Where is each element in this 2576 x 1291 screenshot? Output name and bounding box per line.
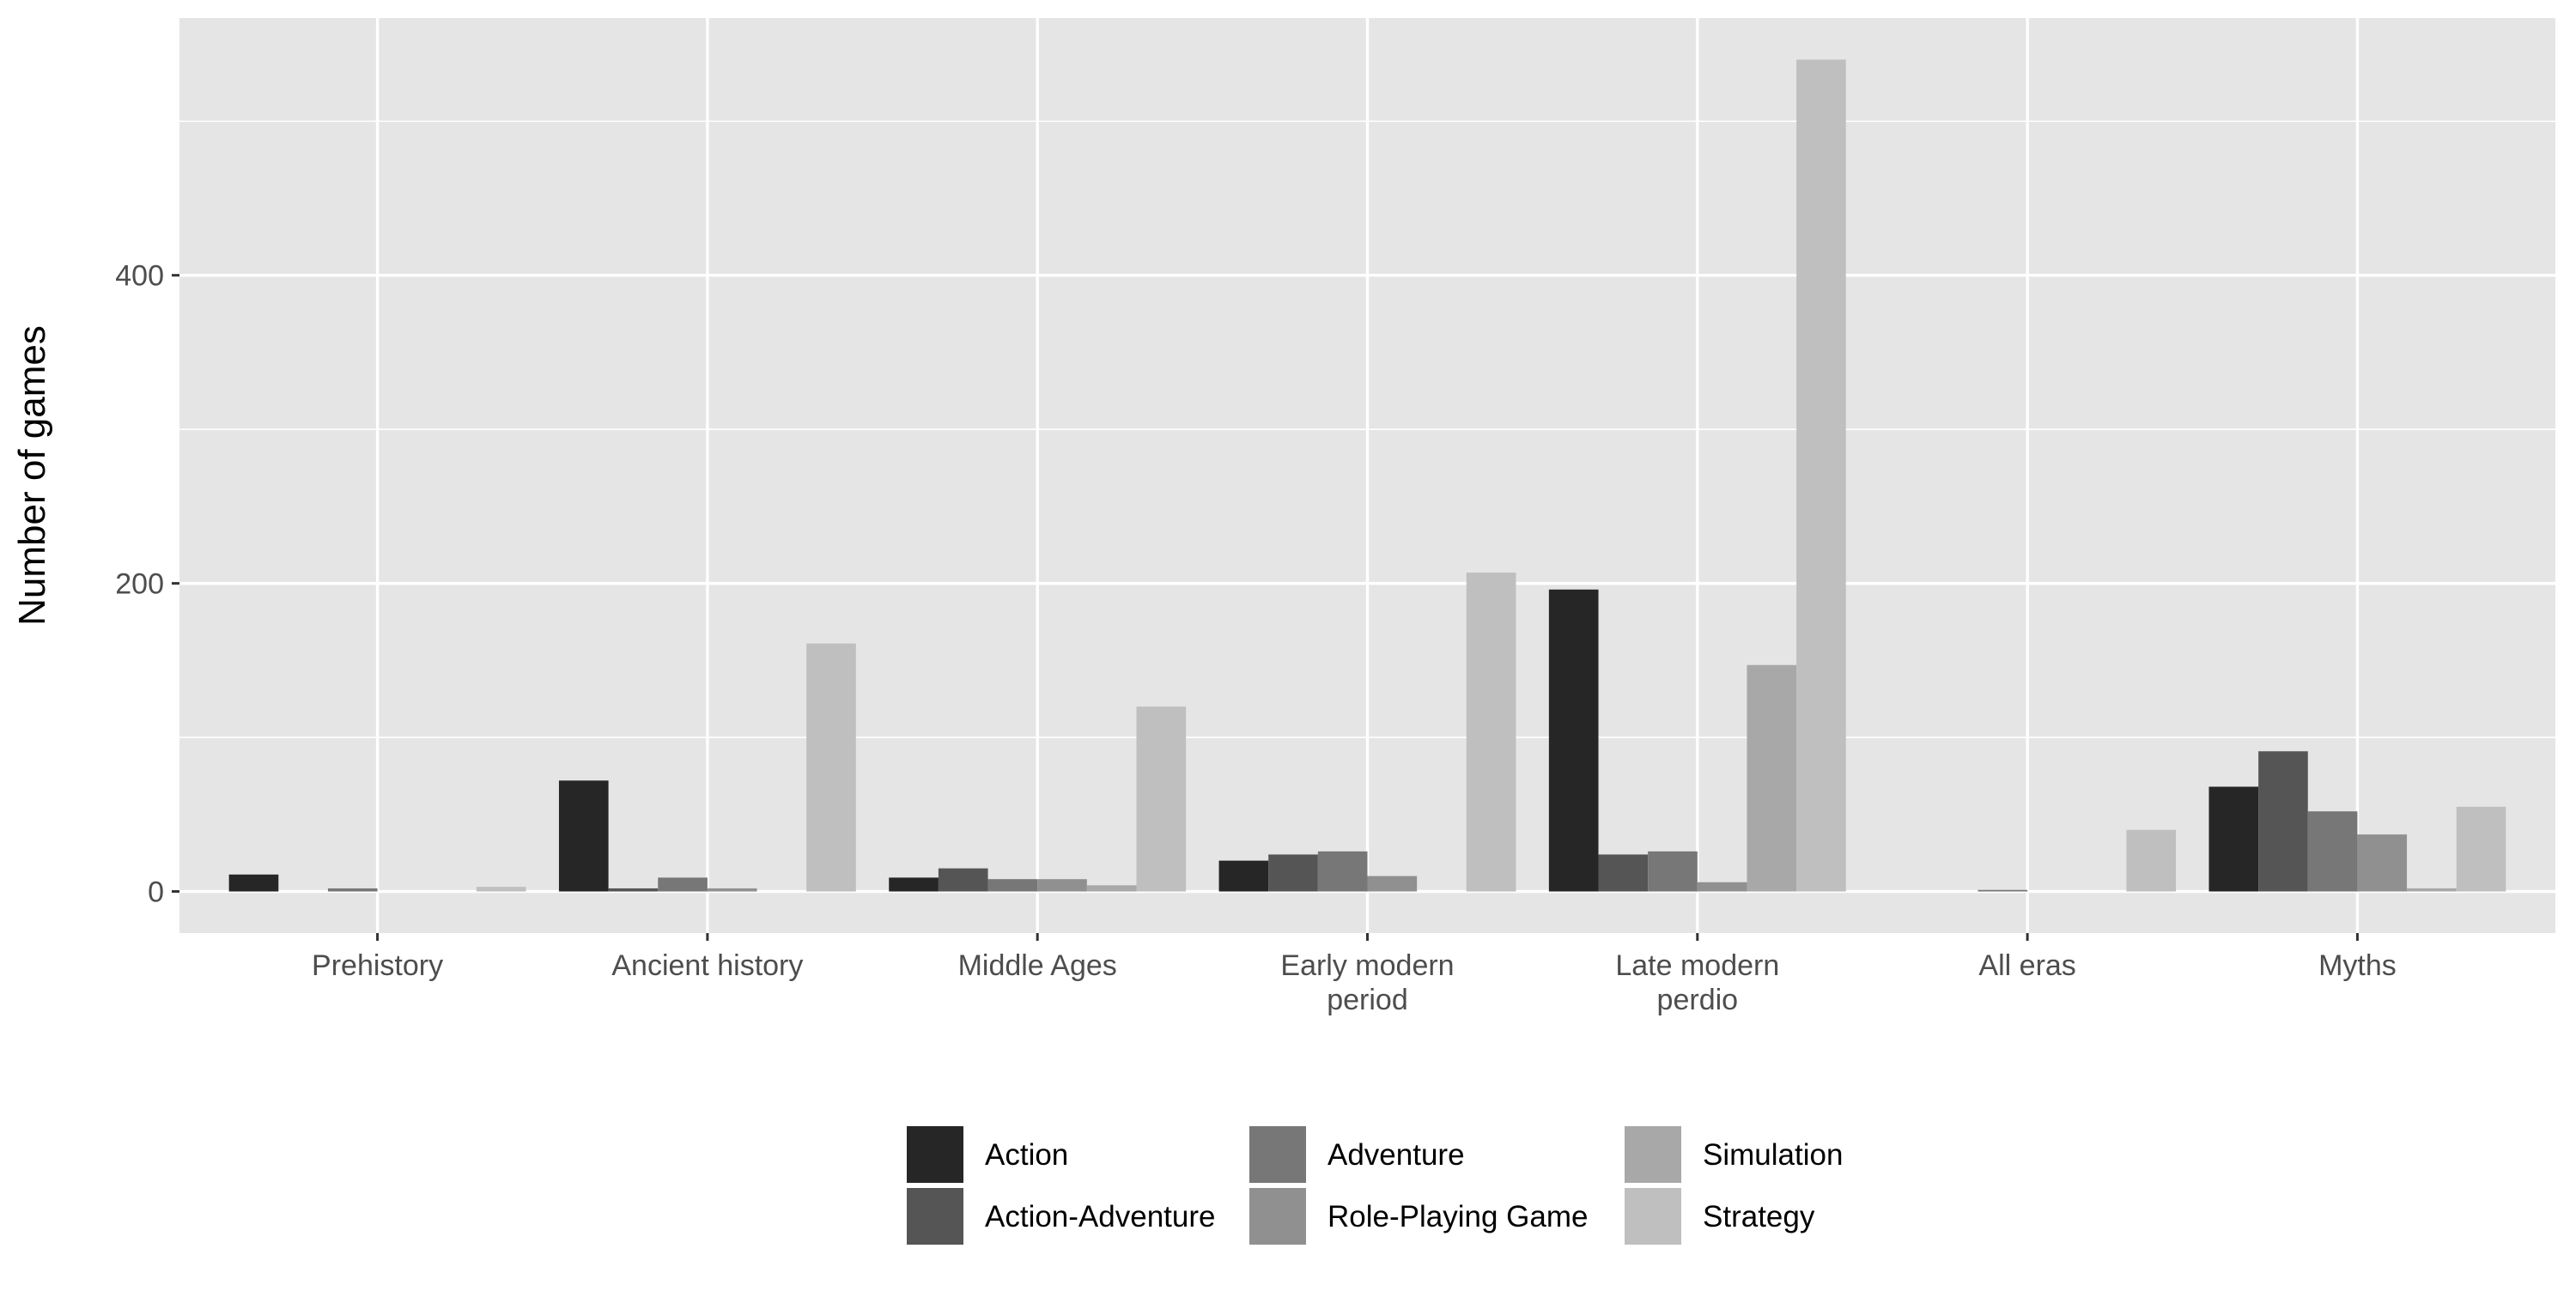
bar	[1747, 664, 1797, 892]
y-axis-ticks: 0 200 400	[115, 260, 179, 909]
legend-key	[907, 1126, 963, 1183]
bar	[2357, 834, 2408, 892]
x-tick-label-line: Early modern	[1280, 949, 1454, 982]
x-tick-label: Ancient history	[611, 949, 803, 982]
legend-key	[907, 1188, 963, 1245]
bar	[228, 874, 279, 892]
bars-layer	[228, 59, 2506, 892]
x-tick-label-line: Late modern	[1615, 949, 1779, 982]
bar	[707, 888, 757, 892]
bar	[987, 879, 1038, 892]
legend-label: Adventure	[1327, 1138, 1465, 1172]
bar	[1466, 573, 1516, 892]
bar	[1548, 589, 1599, 892]
x-tick-label: Myths	[2318, 949, 2397, 982]
legend-label: Role-Playing Game	[1327, 1200, 1588, 1233]
x-axis-ticks: Prehistory Ancient history Middle Ages Earl…	[312, 933, 2397, 1016]
bar	[1218, 860, 1269, 892]
bar	[2307, 811, 2358, 892]
legend-key	[1625, 1126, 1681, 1183]
bar	[938, 868, 988, 892]
bar	[1648, 851, 1698, 892]
bar	[1317, 851, 1368, 892]
x-tick-label: Late modern perdio	[1615, 949, 1779, 1016]
x-tick-label-line: All eras	[1978, 949, 2075, 982]
bar	[889, 877, 939, 892]
legend-label: Action	[985, 1138, 1068, 1172]
legend-label: Action-Adventure	[985, 1200, 1215, 1233]
bar	[1796, 59, 1846, 892]
y-axis-title: Number of games	[11, 325, 53, 626]
bar	[1598, 854, 1649, 892]
bar	[2126, 829, 2177, 892]
y-tick-label: 400	[115, 260, 164, 293]
bar	[658, 877, 708, 892]
bar	[1367, 876, 1418, 892]
y-tick-label: 200	[115, 568, 164, 601]
x-tick-label: Prehistory	[312, 949, 443, 982]
bar	[327, 888, 378, 892]
x-tick-label-line: period	[1327, 984, 1408, 1016]
legend-key	[1249, 1188, 1306, 1245]
bar	[1697, 882, 1747, 892]
bar	[1037, 879, 1087, 892]
y-tick-label: 0	[148, 876, 164, 909]
bar	[2456, 806, 2506, 892]
bar	[608, 888, 659, 892]
bar	[1086, 885, 1137, 892]
x-tick-label-line: Myths	[2318, 949, 2397, 982]
x-tick-label-line: perdio	[1657, 984, 1739, 1016]
bar	[806, 643, 856, 892]
x-tick-label-line: Ancient history	[611, 949, 803, 982]
bar	[2407, 888, 2457, 892]
legend-key	[1249, 1126, 1306, 1183]
bar	[558, 780, 609, 892]
bar	[1136, 706, 1187, 892]
legend-key	[1625, 1188, 1681, 1245]
bar	[2258, 751, 2308, 892]
x-tick-label-line: Prehistory	[312, 949, 443, 982]
bar	[1268, 854, 1318, 892]
bar	[1978, 889, 2028, 892]
x-tick-label: All eras	[1978, 949, 2075, 982]
bar	[2208, 786, 2259, 892]
legend-label: Simulation	[1703, 1138, 1843, 1172]
legend-label: Strategy	[1703, 1200, 1815, 1233]
x-tick-label-line: Middle Ages	[958, 949, 1117, 982]
x-tick-label: Middle Ages	[958, 949, 1117, 982]
bar	[476, 887, 526, 892]
legend: Action Action-Adventure Adventure Role-Play…	[907, 1126, 1843, 1245]
x-tick-label: Early modern period	[1280, 949, 1454, 1016]
